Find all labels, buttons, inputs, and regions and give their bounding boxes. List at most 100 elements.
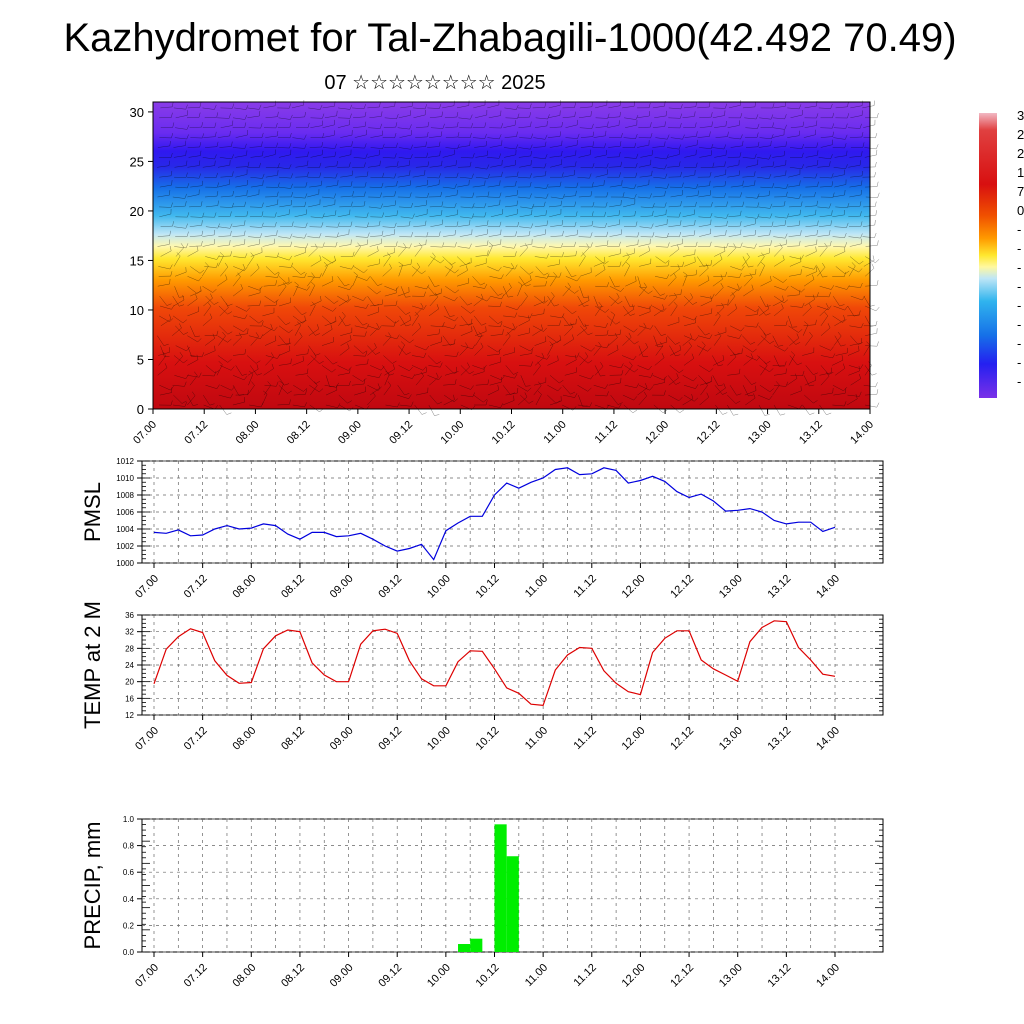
x-tick-label: 12.12 — [668, 962, 696, 990]
wind-barb-row — [158, 301, 876, 328]
y-tick-label: 1012 — [116, 457, 134, 466]
wind-barb-row — [157, 238, 879, 249]
y-tick-label: 0.4 — [123, 895, 135, 904]
precip-ylabel: PRECIP, mm — [80, 822, 105, 950]
wind-barb-row — [157, 139, 879, 150]
x-tick-label: 07.12 — [182, 573, 210, 601]
colorbar: 3 2 2 1 7 0 - - - - - - - - - — [979, 108, 1024, 398]
wind-barb-row — [157, 361, 872, 387]
wind-barb-row — [160, 331, 879, 358]
x-tick-label: 13.12 — [766, 725, 794, 753]
precip-bar — [458, 944, 471, 952]
wind-barb-row — [159, 169, 876, 179]
x-tick-label: 11.12 — [572, 962, 599, 989]
wind-barb-row — [159, 198, 877, 209]
x-tick-label: 11.00 — [523, 962, 550, 989]
pmsl-panel: 1000 1002 1004 1006 1008 1010 1012 07.00 07.12 08… — [80, 457, 884, 601]
x-tick-label: 08.00 — [230, 573, 258, 601]
y-tick-label: 1006 — [116, 508, 134, 517]
x-tick-label: 12.12 — [695, 419, 723, 447]
pmsl-minor-ticks — [142, 460, 883, 564]
x-tick-label: 14.00 — [848, 419, 876, 447]
x-tick-label: 14.00 — [814, 725, 842, 753]
y-tick-label: 1000 — [116, 559, 134, 568]
y-tick-label: 24 — [125, 661, 134, 670]
x-tick-label: 08.12 — [279, 573, 307, 601]
wind-barb-row — [159, 109, 879, 120]
x-tick-label: 10.00 — [425, 962, 453, 990]
wind-barb-row — [157, 321, 878, 348]
temp-panel: 12 16 20 24 28 32 36 07.00 07.12 08.00 08.12 09.00 0… — [80, 601, 884, 753]
y-tick-label: 0.0 — [123, 948, 135, 957]
precip-bar — [470, 938, 483, 952]
y-tick-label: 1004 — [116, 525, 134, 534]
temp-frame — [141, 614, 884, 716]
x-tick-label: 12.00 — [620, 725, 648, 753]
wind-barb-row — [159, 370, 878, 397]
y-tick-label: 36 — [125, 611, 134, 620]
colorbar-label: - — [1017, 355, 1021, 370]
x-tick-label: 13.12 — [797, 419, 825, 447]
x-tick-label: 13.12 — [766, 573, 794, 601]
x-tick-label: 13.00 — [717, 725, 745, 753]
colorbar-label: 1 — [1017, 165, 1024, 180]
heatmap-field — [153, 102, 870, 409]
wind-barb-row — [158, 149, 878, 160]
x-tick-label: 13.00 — [746, 419, 774, 447]
x-tick-label: 07.12 — [182, 962, 210, 990]
y-tick-label: 32 — [125, 628, 134, 637]
x-tick-label: 10.12 — [474, 962, 502, 990]
colorbar-label: - — [1017, 317, 1021, 332]
pmsl-frame — [141, 460, 884, 564]
x-tick-label: 14.00 — [814, 573, 842, 601]
x-tick-label: 11.00 — [523, 725, 550, 752]
y-tick-label: 0 — [137, 402, 144, 417]
colorbar-label: - — [1017, 336, 1021, 351]
wind-barb-row — [160, 99, 875, 110]
pmsl-series-line — [153, 467, 836, 561]
chart-subtitle: 07 ☆☆☆☆☆☆☆☆ 2025 — [324, 72, 546, 94]
y-tick-label: 30 — [130, 105, 144, 120]
y-tick-label: 20 — [130, 204, 144, 219]
y-tick-label: 28 — [125, 644, 134, 653]
y-tick-label: 15 — [130, 253, 144, 268]
wind-barb-row — [160, 119, 876, 130]
precip-panel: 0.0 0.2 0.4 0.6 0.8 1.0 07.00 07.12 08.00 08.12 09… — [80, 815, 884, 990]
x-tick-label: 07.00 — [133, 573, 161, 601]
colorbar-label: - — [1017, 260, 1021, 275]
x-tick-label: 10.12 — [474, 573, 502, 601]
y-tick-label: 0.6 — [123, 868, 135, 877]
x-tick-label: 08.00 — [234, 419, 262, 447]
x-tick-label: 09.00 — [328, 725, 356, 753]
y-tick-label: 1008 — [116, 491, 134, 500]
x-tick-label: 08.00 — [230, 725, 258, 753]
colorbar-label: 0 — [1017, 203, 1024, 218]
wind-barb-row — [158, 341, 871, 367]
x-tick-label: 08.12 — [285, 419, 313, 447]
temp-grid — [142, 614, 883, 716]
wind-barb-row — [158, 261, 875, 289]
y-tick-label: 1.0 — [123, 815, 135, 824]
x-tick-label: 12.00 — [620, 962, 648, 990]
x-tick-label: 11.12 — [572, 725, 599, 752]
x-tick-label: 09.00 — [328, 573, 356, 601]
x-tick-label: 07.12 — [182, 725, 210, 753]
x-tick-label: 12.00 — [643, 419, 671, 447]
x-tick-label: 09.12 — [376, 573, 404, 601]
x-tick-label: 13.00 — [717, 573, 745, 601]
x-tick-label: 08.00 — [230, 962, 258, 990]
wind-barbs — [157, 99, 880, 416]
x-tick-label: 07.00 — [133, 962, 161, 990]
x-tick-label: 12.12 — [668, 573, 696, 601]
x-tick-label: 08.12 — [279, 962, 307, 990]
cross-section-panel: 0 5 10 15 20 25 30 07.00 07.12 08.00 08.12 09.00 09.… — [130, 99, 880, 447]
temp-series-line — [153, 620, 836, 707]
wind-barb-row — [158, 390, 880, 416]
x-tick-label: 10.12 — [474, 725, 502, 753]
x-tick-label: 07.12 — [182, 419, 210, 447]
y-tick-label: 5 — [137, 352, 144, 367]
x-tick-label: 08.12 — [279, 725, 307, 753]
x-tick-label: 11.00 — [523, 573, 550, 600]
wind-barb-row — [160, 242, 880, 268]
colorbar-strip — [979, 113, 997, 398]
